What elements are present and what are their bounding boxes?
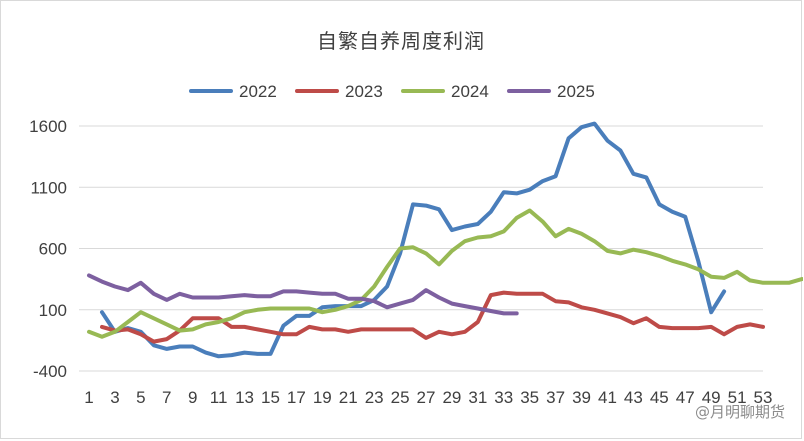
x-tick-label: 41 <box>598 388 617 407</box>
x-tick-label: 27 <box>417 388 436 407</box>
x-tick-label: 9 <box>188 388 197 407</box>
y-tick-label: 600 <box>39 240 67 259</box>
x-tick-label: 1 <box>84 388 93 407</box>
x-tick-label: 35 <box>520 388 539 407</box>
x-tick-label: 43 <box>624 388 643 407</box>
legend-label-2024: 2024 <box>451 82 489 101</box>
x-tick-label: 5 <box>136 388 145 407</box>
x-tick-label: 7 <box>162 388 171 407</box>
series-line-2023 <box>100 290 765 344</box>
x-tick-label: 39 <box>572 388 591 407</box>
x-tick-label: 33 <box>494 388 513 407</box>
x-axis-ticks: 1 3 5 7 9 11 13 15 17 19 21 23 25 27 29 31 33 35 37 39 41 43 4… <box>84 388 772 407</box>
x-tick-label: 17 <box>287 388 306 407</box>
x-tick-label: 19 <box>313 388 332 407</box>
x-tick-label: 21 <box>339 388 358 407</box>
x-tick-label: 31 <box>468 388 487 407</box>
legend-label-2025: 2025 <box>557 82 595 101</box>
x-tick-label: 11 <box>210 388 228 407</box>
chart-title: 自繁自养周度利润 <box>317 29 485 53</box>
x-tick-label: 49 <box>702 388 721 407</box>
y-tick-label: 1100 <box>30 178 67 197</box>
y-tick-label: 100 <box>39 301 67 320</box>
x-tick-label: 15 <box>261 388 280 407</box>
watermark: @月明聊期货 <box>694 403 785 421</box>
y-tick-label: -400 <box>33 362 67 381</box>
legend: 2022 2023 2024 2025 <box>189 82 595 101</box>
x-tick-label: 45 <box>650 388 669 407</box>
series-line-2024 <box>87 208 803 339</box>
legend-label-2023: 2023 <box>345 82 383 101</box>
x-tick-label: 53 <box>754 388 773 407</box>
x-tick-label: 47 <box>676 388 695 407</box>
series-line-2025 <box>87 273 519 316</box>
y-axis-ticks: 1600 1100 600 100 -400 <box>29 117 67 381</box>
x-tick-label: 37 <box>546 388 565 407</box>
x-tick-label: 3 <box>110 388 119 407</box>
y-tick-label: 1600 <box>29 117 67 136</box>
series-line-2022 <box>100 121 727 359</box>
x-tick-label: 29 <box>442 388 461 407</box>
series-lines <box>87 121 803 359</box>
legend-label-2022: 2022 <box>239 82 277 101</box>
x-tick-label: 23 <box>365 388 384 407</box>
x-tick-label: 13 <box>235 388 254 407</box>
x-tick-label: 25 <box>391 388 410 407</box>
x-tick-label: 51 <box>728 388 747 407</box>
grid-lines <box>79 125 763 372</box>
